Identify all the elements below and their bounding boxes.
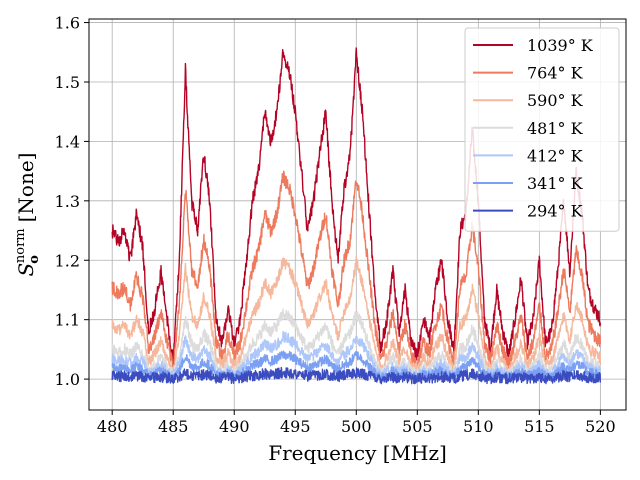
- y-tick-label: 1.2: [55, 251, 80, 270]
- series-line: [111, 170, 602, 375]
- y-tick-label: 1.5: [55, 73, 80, 92]
- y-axis-unit: [None]: [14, 153, 38, 223]
- y-axis-ticks: 1.0 1.1 1.2 1.3 1.4 1.5 1.6: [55, 14, 89, 389]
- legend-label: 481° K: [527, 119, 584, 138]
- y-axis-sub: o: [27, 255, 42, 264]
- y-tick-label: 1.3: [55, 192, 80, 211]
- y-axis-sup: norm: [13, 228, 28, 263]
- y-axis-title: Sonorm [None]: [13, 153, 42, 277]
- legend-label: 294° K: [527, 202, 584, 221]
- y-axis-symbol: S: [14, 263, 38, 277]
- x-tick-label: 480: [97, 417, 128, 436]
- x-tick-label: 500: [341, 417, 372, 436]
- y-tick-label: 1.6: [55, 14, 80, 33]
- series-line: [111, 47, 602, 366]
- x-axis-ticks: 480 485 490 495 500 505 510 515 520: [97, 410, 616, 436]
- y-tick-label: 1.1: [55, 311, 80, 330]
- x-tick-label: 505: [402, 417, 433, 436]
- x-tick-label: 510: [463, 417, 494, 436]
- legend: 1039° K 764° K 590° K 481° K 412° K 341° K 294…: [464, 27, 620, 232]
- x-tick-label: 490: [219, 417, 250, 436]
- plot-frame: [88, 18, 627, 411]
- x-tick-label: 495: [280, 417, 311, 436]
- x-tick-label: 515: [524, 417, 555, 436]
- y-tick-label: 1.0: [55, 370, 80, 389]
- legend-label: 590° K: [527, 91, 584, 110]
- legend-label: 764° K: [527, 64, 584, 83]
- legend-label: 1039° K: [527, 36, 594, 55]
- y-tick-label: 1.4: [55, 132, 80, 151]
- legend-box: [464, 27, 620, 232]
- x-tick-label: 485: [158, 417, 189, 436]
- legend-label: 341° K: [527, 174, 584, 193]
- series-lines: [111, 47, 602, 385]
- series-line: [111, 366, 602, 385]
- legend-label: 412° K: [527, 146, 584, 165]
- series-line: [111, 350, 602, 383]
- x-axis-title: Frequency [MHz]: [268, 441, 447, 465]
- series-line: [111, 256, 602, 377]
- x-tick-label: 520: [585, 417, 616, 436]
